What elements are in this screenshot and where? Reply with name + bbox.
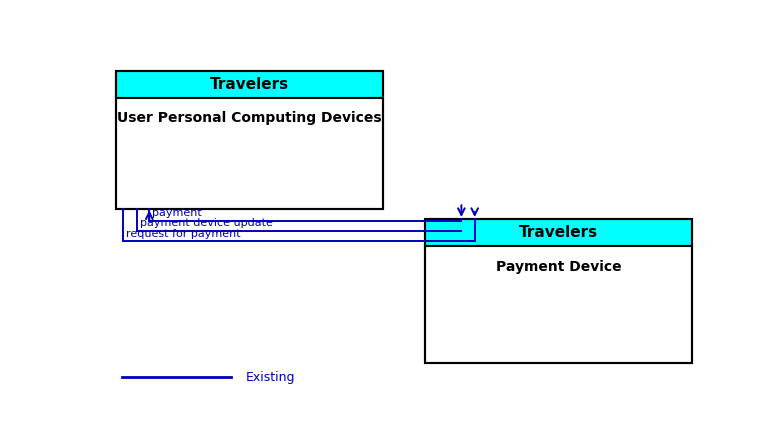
Bar: [116, 71, 382, 98]
Bar: [425, 219, 692, 363]
Bar: [116, 71, 382, 208]
Text: payment device update: payment device update: [140, 219, 273, 228]
Text: Existing: Existing: [246, 371, 296, 384]
Text: Travelers: Travelers: [210, 77, 289, 92]
Text: payment: payment: [152, 208, 202, 218]
Text: Payment Device: Payment Device: [496, 261, 621, 274]
Bar: [425, 219, 692, 246]
Bar: [116, 98, 382, 208]
Text: User Personal Computing Devices: User Personal Computing Devices: [117, 111, 382, 125]
Text: Travelers: Travelers: [518, 225, 598, 240]
Bar: [425, 246, 692, 363]
Text: request for payment: request for payment: [126, 229, 241, 239]
